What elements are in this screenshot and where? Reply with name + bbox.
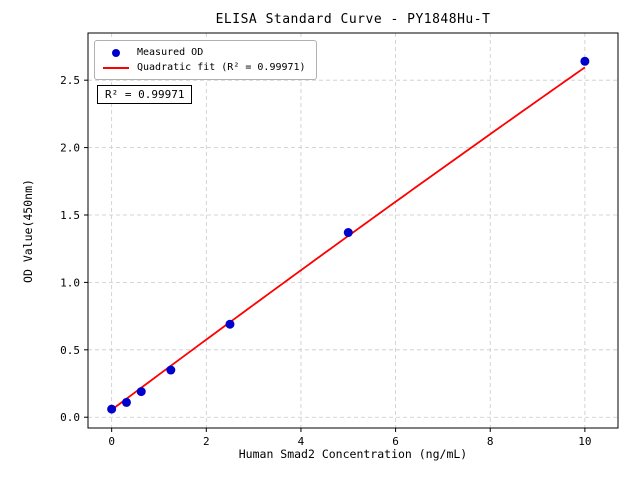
x-tick-label: 10 <box>578 435 591 448</box>
data-point <box>343 228 353 238</box>
x-tick-label: 6 <box>392 435 399 448</box>
legend: Measured OD Quadratic fit (R² = 0.99971) <box>94 40 317 80</box>
r-squared-annotation: R² = 0.99971 <box>97 85 193 104</box>
y-tick-label: 1.5 <box>60 209 80 222</box>
chart-title: ELISA Standard Curve - PY1848Hu-T <box>215 12 491 27</box>
y-tick-label: 0.5 <box>60 344 80 357</box>
data-point <box>121 397 131 407</box>
legend-label-measured: Measured OD <box>137 47 204 58</box>
red-line-icon <box>103 66 129 69</box>
data-point <box>166 365 176 375</box>
y-tick-label: 0.0 <box>60 411 80 424</box>
legend-item-measured: Measured OD <box>101 45 306 60</box>
y-tick-label: 1.0 <box>60 276 80 289</box>
x-tick-label: 4 <box>298 435 305 448</box>
legend-label-fit: Quadratic fit (R² = 0.99971) <box>137 62 306 73</box>
x-axis-label: Human Smad2 Concentration (ng/mL) <box>238 447 468 461</box>
x-tick-label: 2 <box>203 435 210 448</box>
data-point <box>136 387 146 397</box>
fit-line <box>111 66 586 411</box>
data-point <box>107 404 117 414</box>
line-marker-icon <box>101 66 131 69</box>
scatter-marker-icon <box>101 48 131 57</box>
data-point <box>580 56 590 66</box>
legend-item-fit: Quadratic fit (R² = 0.99971) <box>101 60 306 75</box>
x-tick-label: 8 <box>487 435 494 448</box>
y-axis-label: OD Value(450nm) <box>21 179 35 283</box>
y-tick-label: 2.0 <box>60 142 80 155</box>
x-tick-label: 0 <box>108 435 115 448</box>
y-tick-label: 2.5 <box>60 74 80 87</box>
data-point <box>225 319 235 329</box>
blue-dot-icon <box>112 48 120 57</box>
plot-border <box>87 32 619 429</box>
